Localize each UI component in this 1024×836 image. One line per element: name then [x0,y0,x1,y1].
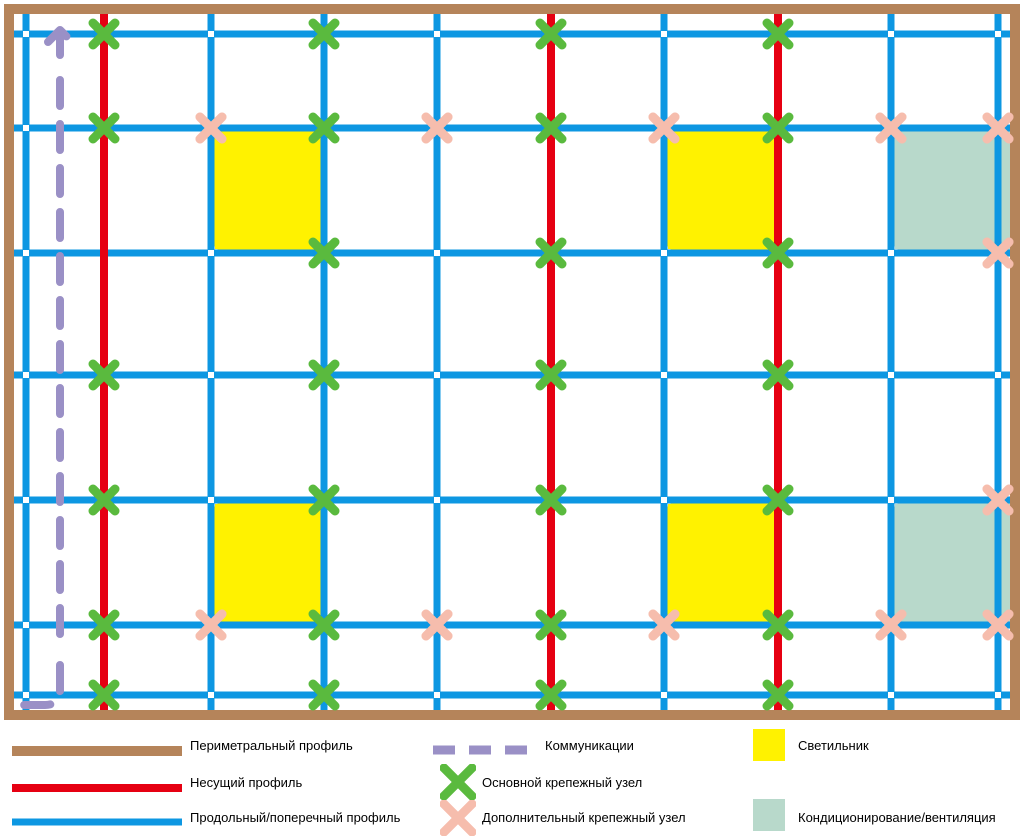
legend-label-light: Светильник [798,738,869,753]
legend-swatch-light [753,729,785,761]
legend-label-main-node: Основной крепежный узел [482,775,642,790]
legend-label-cross: Продольный/поперечный профиль [190,810,400,825]
legend-label-vent: Кондиционирование/вентиляция [798,810,996,825]
legend-label-perimeter: Периметральный профиль [190,738,353,753]
legend-swatch-main-node [440,764,476,800]
legend-swatch-cross [12,816,182,828]
legend-swatch-vent [753,799,785,831]
legend-swatch-aux-node [440,800,476,836]
legend-swatch-comm [433,743,533,757]
legend-label-carrier: Несущий профиль [190,775,302,790]
legend-swatch-perimeter [12,745,182,757]
legend-label-aux-node: Дополнительный крепежный узел [482,810,686,825]
diagram-container: Периметральный профиль Коммуникации Свет… [0,0,1024,830]
legend-swatch-carrier [12,782,182,794]
legend-label-comm: Коммуникации [545,738,634,753]
ceiling-grid-diagram [0,0,1024,730]
